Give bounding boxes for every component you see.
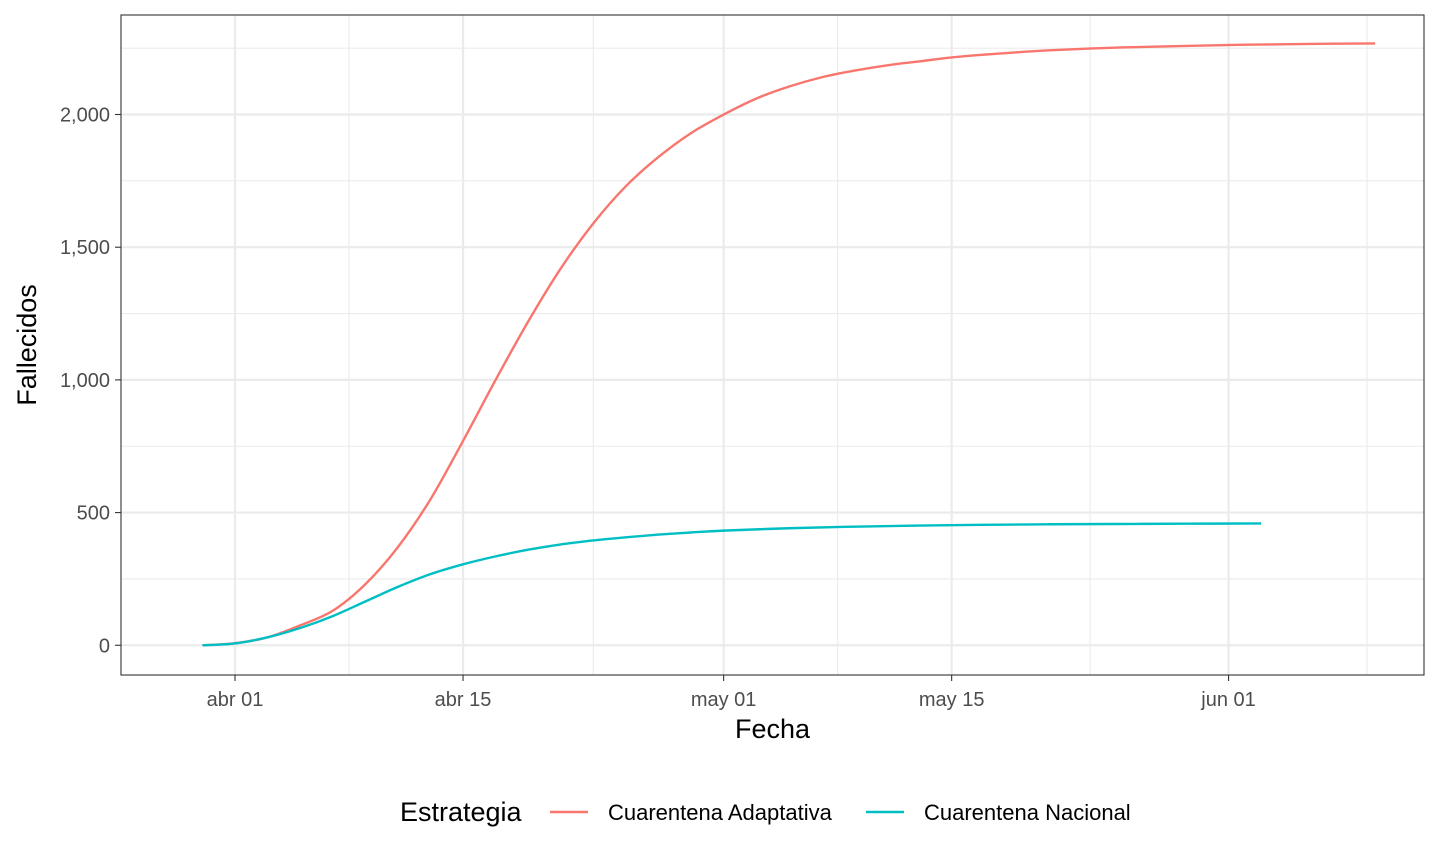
y-tick-label: 1,500 <box>60 237 110 259</box>
y-axis-title: Fallecidos <box>12 284 42 406</box>
major-grid <box>121 15 1424 675</box>
y-axis: 0 500 1,000 1,500 2,000 <box>60 105 121 657</box>
minor-grid <box>121 15 1424 675</box>
panel-border <box>120 14 1425 676</box>
y-tick-label: 1,000 <box>60 370 110 392</box>
x-axis-title: Fecha <box>735 714 811 744</box>
legend-label-1: Cuarentena Adaptativa <box>608 800 833 825</box>
legend: Estrategia Cuarentena Adaptativa Cuarente… <box>400 797 1131 827</box>
series-line-2 <box>202 522 1262 647</box>
y-tick-label: 0 <box>99 635 110 657</box>
x-tick-label: jun 01 <box>1200 689 1256 711</box>
y-tick-label: 500 <box>77 503 110 525</box>
x-tick-label: abr 01 <box>207 689 264 711</box>
legend-label-2: Cuarentena Nacional <box>924 800 1131 825</box>
x-axis: abr 01 abr 15 may 01 may 15 jun 01 <box>207 675 1256 711</box>
y-tick-label: 2,000 <box>60 105 110 127</box>
x-tick-label: may 01 <box>691 689 757 711</box>
legend-title: Estrategia <box>400 797 523 827</box>
series-line-1 <box>202 42 1376 647</box>
series-lines <box>202 42 1376 647</box>
x-tick-label: may 15 <box>919 689 985 711</box>
x-tick-label: abr 15 <box>435 689 492 711</box>
